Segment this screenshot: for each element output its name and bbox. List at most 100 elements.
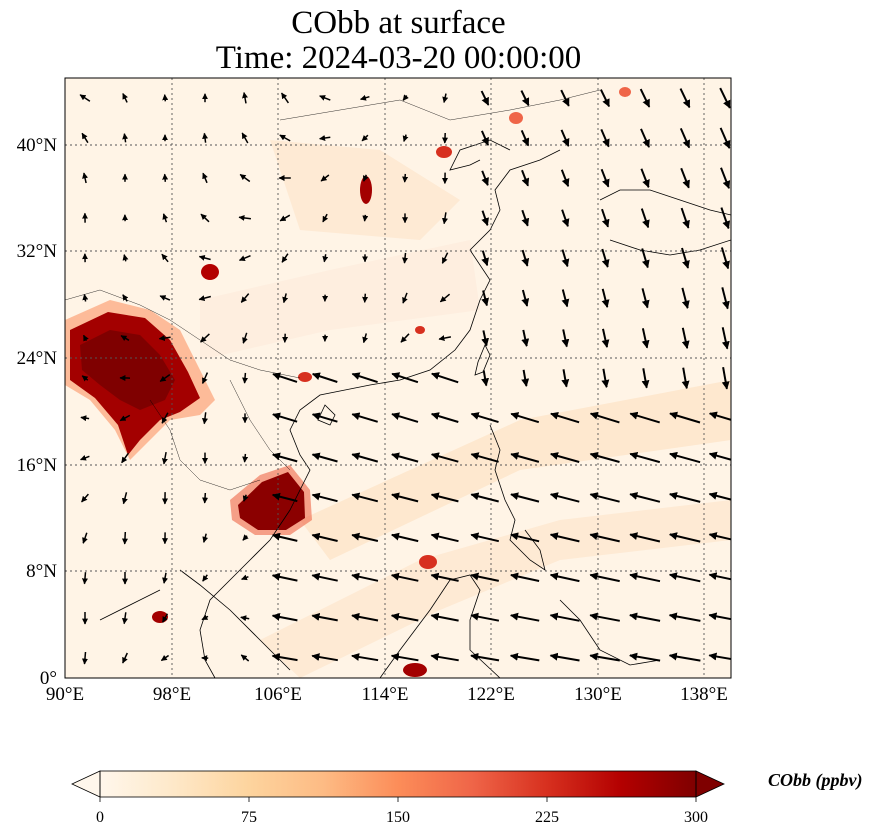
wind-arrow [271,492,298,503]
wind-arrow [202,574,209,582]
wind-arrow [708,411,731,421]
colorbar: 0 75 150 225 300 [71,770,725,826]
wind-arrow [161,253,169,263]
y-tick-label: 24°N [17,348,58,369]
wind-arrow [430,612,459,622]
wind-arrow [431,372,459,384]
wind-arrow [81,132,89,144]
wind-arrow [81,375,89,382]
wind-arrow [240,293,250,303]
wind-arrow [430,572,459,582]
wind-arrow [391,492,419,503]
wind-arrow [430,652,459,662]
wind-arrow [439,293,451,303]
wind-arrow [681,367,690,390]
wind-arrow [122,93,128,103]
wind-arrow [351,653,379,662]
colorbar-extend-min [71,770,101,798]
wind-arrow [351,612,379,622]
wind-arrow [162,173,169,182]
wind-arrow [351,492,379,503]
wind-arrow [311,452,338,463]
wind-arrow [320,174,330,182]
wind-arrow [721,287,730,310]
wind-arrow [708,491,731,501]
wind-arrow [589,492,620,503]
wind-arrow [242,534,249,541]
hotspot-sichuan [201,264,219,280]
wind-arrow [510,612,540,622]
wind-arrow [481,250,489,267]
wind-arrow [549,492,580,503]
wind-arrow [629,612,661,622]
wind-arrow [362,174,369,182]
y-tick-label: 8°N [26,561,57,582]
wind-arrow [202,132,209,143]
wind-arrow [120,335,130,342]
hotspot-shanxi [360,176,372,204]
wind-arrow [272,372,298,383]
wind-arrow [510,492,540,503]
wind-arrow [708,652,731,661]
y-tick-label: 16°N [17,455,58,476]
wind-arrow [550,411,580,424]
wind-arrow [390,572,419,582]
wind-arrow [640,208,650,229]
wind-arrow [311,532,338,542]
x-tick-label: 130°E [574,684,622,705]
wind-arrow [470,652,500,662]
wind-arrow [82,293,89,302]
y-tick-label: 0° [40,668,57,689]
wind-arrow [242,332,248,344]
hotspot-borneo [403,663,427,677]
map-subtitle: Time: 2024-03-20 00:00:00 [215,40,582,76]
hotspot-myanmar [65,300,215,460]
wind-arrow [708,532,731,541]
wind-arrow [560,89,570,107]
wind-arrow [362,293,369,303]
wind-arrow [708,612,731,621]
wind-arrow [119,414,131,422]
wind-arrow [601,328,610,348]
y-tick-label: 32°N [17,241,58,262]
wind-arrow [629,572,661,583]
wind-arrow [391,532,419,543]
wind-arrow [510,452,540,463]
wind-arrow [121,531,128,545]
wind-arrow [79,94,91,102]
wind-arrow [202,172,208,184]
wind-arrow [390,612,419,622]
hotspot-beijing [436,146,452,158]
wind-arrow [521,169,530,187]
wind-arrow [402,94,409,101]
colorbar-tick: 0 [96,809,104,826]
wind-arrow [510,572,540,582]
map-title: CObb at surface [291,5,506,41]
map-frame [64,77,732,679]
wind-arrow [201,372,209,384]
wind-arrow [679,88,691,109]
wind-arrow [391,372,419,384]
wind-arrow [550,452,580,463]
wind-arrow [470,412,499,424]
wind-arrow [668,612,701,622]
wind-arrow [80,415,90,422]
wind-arrow [601,208,610,228]
wind-arrow [640,128,650,148]
colorbar-tick: 300 [684,809,708,826]
concentration-field [65,78,731,678]
wind-arrow [641,368,650,389]
wind-arrow [589,452,620,463]
wind-arrow [122,254,129,262]
wind-arrow [322,254,329,263]
wind-arrow [202,533,209,543]
plume-band [200,240,480,360]
wind-arrow [509,652,540,662]
wind-arrow [282,293,289,304]
wind-arrow [708,451,731,461]
wind-arrow [122,652,128,664]
wind-arrow [242,372,249,384]
wind-arrow [238,214,252,221]
wind-arrow [402,252,409,264]
wind-arrow [351,452,379,463]
